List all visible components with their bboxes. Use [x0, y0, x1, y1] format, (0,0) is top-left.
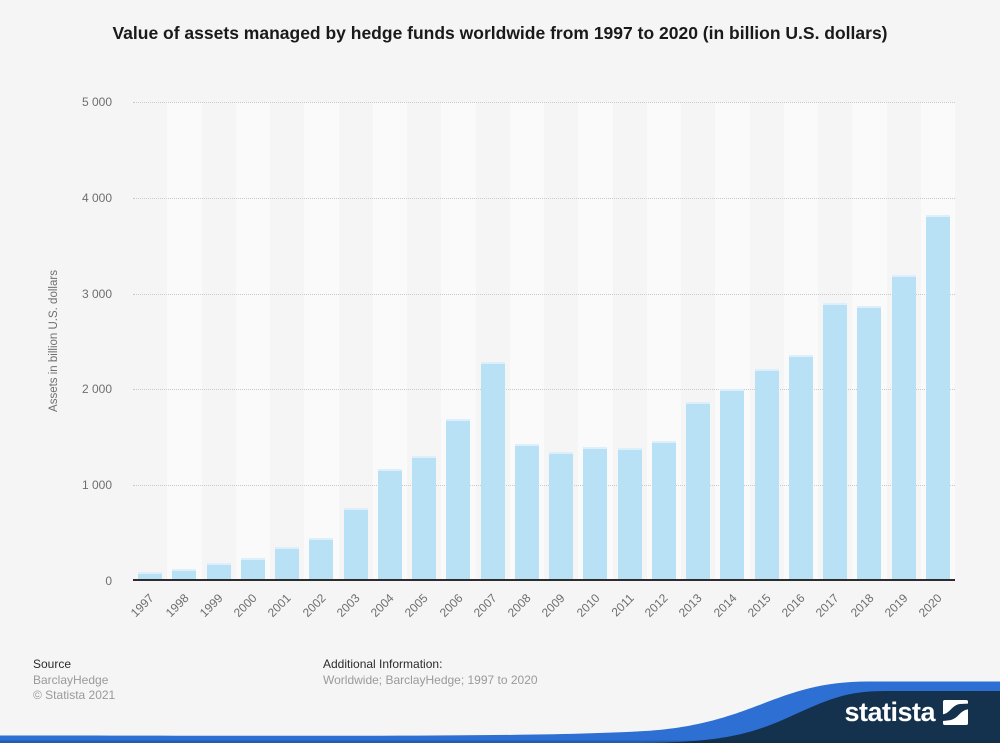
bar-2003[interactable] — [343, 508, 368, 581]
statista-logo-icon — [943, 699, 968, 725]
x-tick-label-2006: 2006 — [436, 591, 466, 620]
bar-2009[interactable] — [549, 451, 574, 581]
bar-2005[interactable] — [412, 455, 437, 581]
bar-2016[interactable] — [788, 354, 813, 581]
x-tick-label-2013: 2013 — [676, 591, 706, 620]
additional-info-block: Additional Information: Worldwide; Barcl… — [323, 657, 538, 688]
bar-2006[interactable] — [446, 419, 471, 581]
source-value: BarclayHedge — [33, 672, 109, 687]
banner-bottom-edge — [0, 740, 1000, 743]
x-tick-label-2008: 2008 — [505, 591, 534, 620]
bar-2004[interactable] — [377, 469, 402, 581]
x-tick-label-2009: 2009 — [539, 591, 569, 620]
plot-band-1998 — [167, 102, 202, 581]
additional-info-value: Worldwide; BarclayHedge; 1997 to 2020 — [323, 672, 538, 687]
bar-2018[interactable] — [857, 305, 882, 581]
x-tick-label-2007: 2007 — [470, 591, 500, 620]
x-tick-label-1997: 1997 — [128, 591, 158, 620]
x-tick-label-2000: 2000 — [231, 591, 260, 620]
bar-1997[interactable] — [138, 571, 163, 581]
bar-2008[interactable] — [514, 443, 539, 581]
bar-2019[interactable] — [891, 275, 916, 581]
statista-wordmark: statista — [844, 697, 935, 727]
y-tick-label: 1 000 — [81, 478, 112, 493]
bar-2012[interactable] — [651, 440, 676, 581]
statista-banner-wave — [0, 681, 1000, 743]
x-tick-label-2020: 2020 — [916, 591, 945, 620]
gridline — [133, 197, 955, 199]
x-tick-label-2018: 2018 — [847, 591, 877, 620]
plot-band-2000 — [235, 102, 270, 581]
additional-info-label: Additional Information: — [323, 657, 443, 671]
gridline — [133, 102, 955, 103]
x-tick-label-2004: 2004 — [368, 591, 397, 620]
bar-2011[interactable] — [617, 447, 642, 581]
y-tick-label: 3 000 — [81, 286, 112, 301]
y-tick-label: 4 000 — [81, 190, 112, 205]
bar-1998[interactable] — [172, 569, 197, 581]
x-tick-label-2012: 2012 — [642, 591, 671, 620]
plot-area — [133, 102, 955, 581]
banner-navy-area — [630, 691, 1000, 743]
x-tick-label-2016: 2016 — [779, 591, 808, 620]
bar-2014[interactable] — [720, 388, 745, 581]
x-tick-label-2010: 2010 — [573, 591, 603, 620]
bar-2010[interactable] — [583, 447, 608, 581]
x-tick-label-2014: 2014 — [710, 591, 740, 620]
bar-2020[interactable] — [925, 215, 950, 581]
bar-2015[interactable] — [754, 369, 779, 581]
x-tick-label-2003: 2003 — [333, 591, 363, 620]
banner-blue-wave — [0, 681, 1000, 743]
statista-logo: statista — [844, 698, 968, 726]
bar-2013[interactable] — [686, 401, 711, 581]
x-tick-label-2015: 2015 — [744, 591, 774, 620]
x-tick-label-2011: 2011 — [608, 591, 637, 620]
bar-2017[interactable] — [823, 302, 848, 581]
gridline — [133, 389, 955, 391]
x-tick-label-1999: 1999 — [196, 591, 226, 620]
gridline — [133, 485, 955, 487]
bar-1999[interactable] — [206, 563, 231, 581]
x-tick-label-2001: 2001 — [265, 591, 295, 620]
x-tick-label-2002: 2002 — [299, 591, 329, 620]
y-tick-label: 2 000 — [81, 382, 112, 397]
source-label: Source — [33, 657, 72, 671]
x-axis-line — [133, 579, 955, 581]
copyright: © Statista 2021 — [33, 688, 116, 702]
bar-2007[interactable] — [480, 362, 505, 581]
x-tick-label-2017: 2017 — [813, 591, 843, 620]
x-axis-labels: 1997 1998 1999 2000 2001 2002 2003 2004 2005 2006… — [128, 589, 955, 639]
bar-2001[interactable] — [275, 546, 300, 581]
y-tick-label: 0 — [105, 574, 112, 588]
gridline — [133, 293, 955, 295]
x-tick-label-2005: 2005 — [402, 591, 432, 620]
y-tick-label: 5 000 — [81, 95, 112, 109]
bar-2002[interactable] — [309, 537, 334, 581]
chart-title: Value of assets managed by hedge funds w… — [112, 23, 888, 43]
source-block: Source BarclayHedge © Statista 2021 — [33, 657, 115, 704]
bar-2000[interactable] — [240, 557, 265, 581]
plot-band-2002 — [304, 102, 339, 581]
x-tick-label-2019: 2019 — [881, 591, 911, 620]
x-tick-label-1998: 1998 — [162, 591, 192, 620]
